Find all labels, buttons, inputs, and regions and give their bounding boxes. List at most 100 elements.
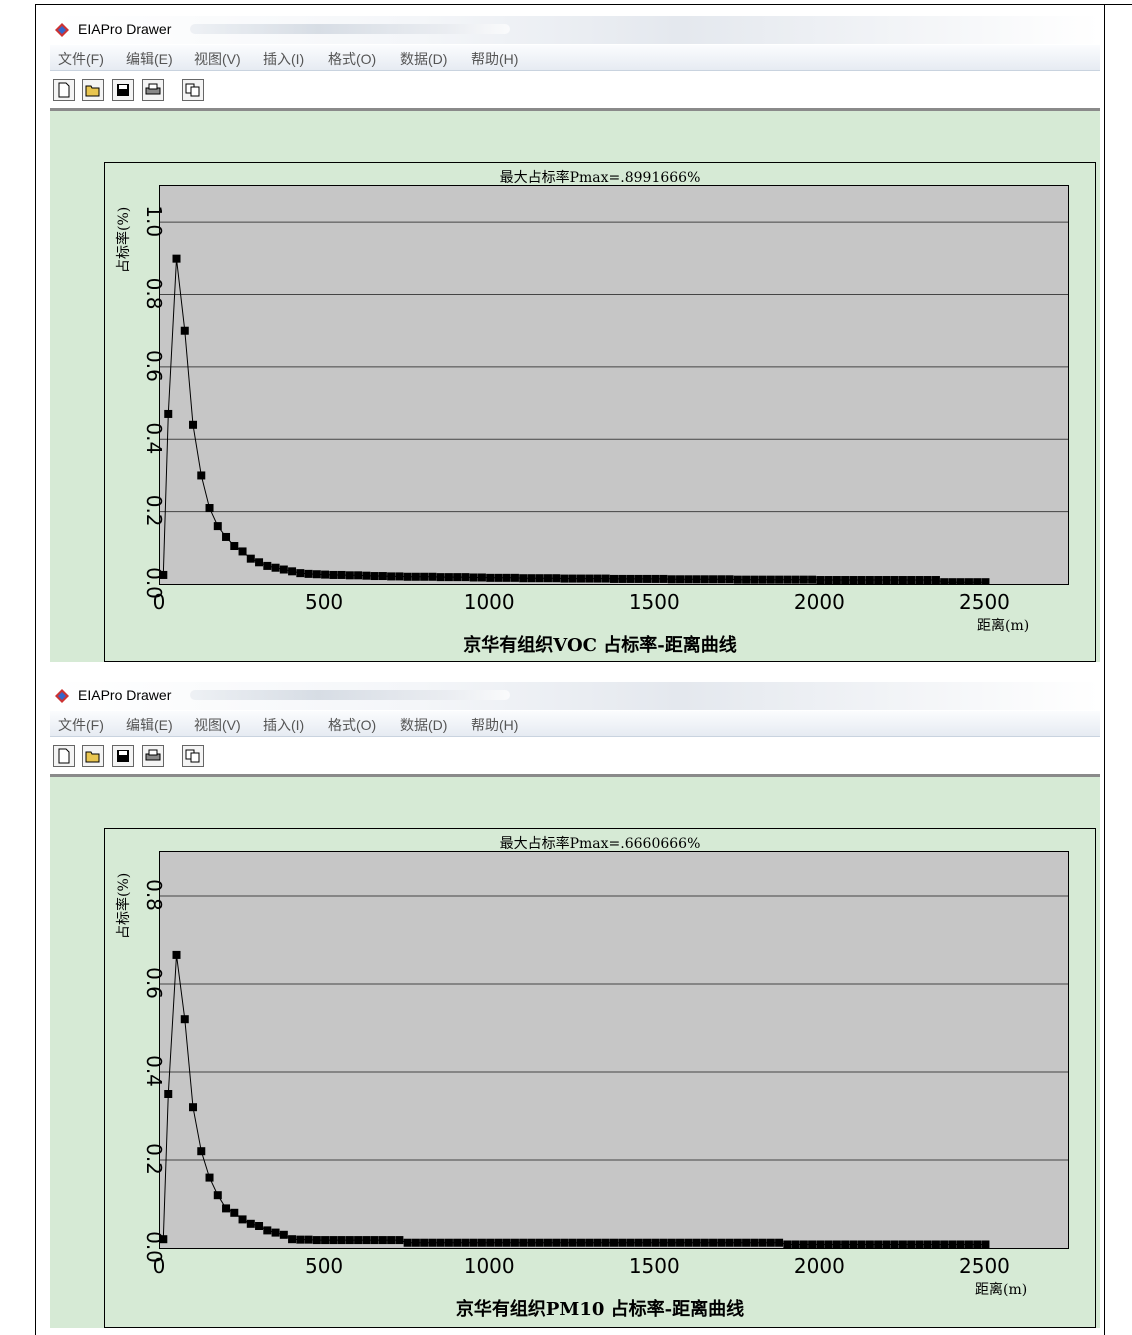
menu-data[interactable]: 数据(D) <box>400 51 448 67</box>
data-point <box>255 558 264 567</box>
data-point <box>898 576 907 585</box>
data-point <box>535 1238 544 1247</box>
data-point <box>725 1238 734 1247</box>
y-tick-label: 0.8 <box>142 879 166 911</box>
data-point <box>791 575 800 584</box>
menu-format[interactable]: 格式(O) <box>328 51 377 67</box>
data-point <box>585 574 594 583</box>
copy-icon <box>185 83 200 97</box>
menu-insert[interactable]: 插入(I) <box>263 51 305 67</box>
x-axis-label: 京华有组织PM10 占标率-距离曲线 <box>455 1299 745 1320</box>
data-point <box>189 1103 198 1112</box>
data-point <box>923 576 932 585</box>
save-button[interactable] <box>112 79 134 101</box>
print-button[interactable] <box>142 745 164 767</box>
y-tick-label: 0.4 <box>142 1055 166 1087</box>
data-point <box>865 1240 874 1249</box>
data-point <box>775 575 784 584</box>
menu-view[interactable]: 视图(V) <box>194 51 241 67</box>
data-point <box>164 1090 173 1098</box>
data-point <box>585 1238 594 1247</box>
menu-help[interactable]: 帮助(H) <box>471 717 519 733</box>
data-point <box>444 1238 453 1247</box>
copy-button[interactable] <box>182 79 204 101</box>
data-point <box>345 571 354 580</box>
menu-insert[interactable]: 插入(I) <box>263 717 305 733</box>
data-point <box>230 542 239 551</box>
data-point <box>824 576 833 585</box>
data-point <box>709 575 718 584</box>
data-point <box>469 1238 478 1247</box>
data-point <box>395 572 404 581</box>
app-window-voc: EIAPro Drawer 文件(F) 编辑(E) 视图(V) 插入(I) 格式… <box>50 16 1100 662</box>
data-point <box>296 1235 305 1244</box>
menu-format[interactable]: 格式(O) <box>328 717 377 733</box>
data-point <box>329 570 338 579</box>
save-icon <box>117 750 129 762</box>
data-point <box>378 572 387 581</box>
data-point <box>263 561 272 570</box>
menu-edit[interactable]: 编辑(E) <box>126 717 173 733</box>
new-button[interactable] <box>53 745 75 767</box>
data-point <box>882 576 891 585</box>
menu-view[interactable]: 视图(V) <box>194 717 241 733</box>
data-point <box>519 574 528 583</box>
menu-bar: 文件(F) 编辑(E) 视图(V) 插入(I) 格式(O) 数据(D) 帮助(H… <box>50 45 1100 71</box>
menu-file[interactable]: 文件(F) <box>58 51 104 67</box>
x-tick-label: 2500 <box>959 590 1010 614</box>
data-point <box>684 1238 693 1247</box>
data-point <box>205 1173 214 1182</box>
data-point <box>717 1238 726 1247</box>
data-point <box>469 573 478 582</box>
open-button[interactable] <box>82 745 104 767</box>
data-point <box>271 1228 280 1237</box>
data-point <box>246 554 255 563</box>
data-point <box>502 1238 511 1247</box>
data-point <box>172 254 181 263</box>
data-point <box>766 1238 775 1247</box>
menu-file[interactable]: 文件(F) <box>58 717 104 733</box>
y-tick-label: 0.4 <box>142 422 166 454</box>
data-point <box>808 575 817 584</box>
data-point <box>213 1191 222 1200</box>
save-button[interactable] <box>112 745 134 767</box>
data-point <box>337 1236 346 1245</box>
copy-button[interactable] <box>182 745 204 767</box>
open-folder-icon <box>85 751 100 763</box>
x-tick-label: 1500 <box>629 590 680 614</box>
y-tick-label: 0.6 <box>142 967 166 999</box>
data-point <box>370 572 379 581</box>
data-point <box>387 572 396 581</box>
data-point <box>238 547 247 556</box>
frame-divider <box>50 774 1100 777</box>
data-point <box>956 578 965 587</box>
data-point <box>263 1226 272 1235</box>
title-bar[interactable]: EIAPro Drawer <box>50 682 1100 710</box>
open-button[interactable] <box>82 79 104 101</box>
data-point <box>692 575 701 584</box>
data-point <box>692 1238 701 1247</box>
data-point <box>519 1238 528 1247</box>
data-point <box>948 578 957 587</box>
data-point <box>907 1240 916 1249</box>
data-point <box>312 570 321 579</box>
data-point <box>576 574 585 583</box>
new-file-icon <box>58 748 70 764</box>
data-point <box>246 1219 255 1228</box>
y-tick-label: 0.0 <box>142 1231 166 1263</box>
data-point <box>477 1238 486 1247</box>
data-point <box>172 950 181 959</box>
title-bar[interactable]: EIAPro Drawer <box>50 16 1100 44</box>
blurred-path <box>190 690 510 700</box>
menu-data[interactable]: 数据(D) <box>400 717 448 733</box>
menu-help[interactable]: 帮助(H) <box>471 51 519 67</box>
app-logo-icon <box>55 689 69 703</box>
data-point <box>461 1238 470 1247</box>
new-button[interactable] <box>53 79 75 101</box>
menu-edit[interactable]: 编辑(E) <box>126 51 173 67</box>
data-point <box>255 1222 264 1230</box>
data-point <box>915 1240 924 1249</box>
print-button[interactable] <box>142 79 164 101</box>
data-point <box>560 1238 569 1247</box>
data-point <box>288 567 297 576</box>
